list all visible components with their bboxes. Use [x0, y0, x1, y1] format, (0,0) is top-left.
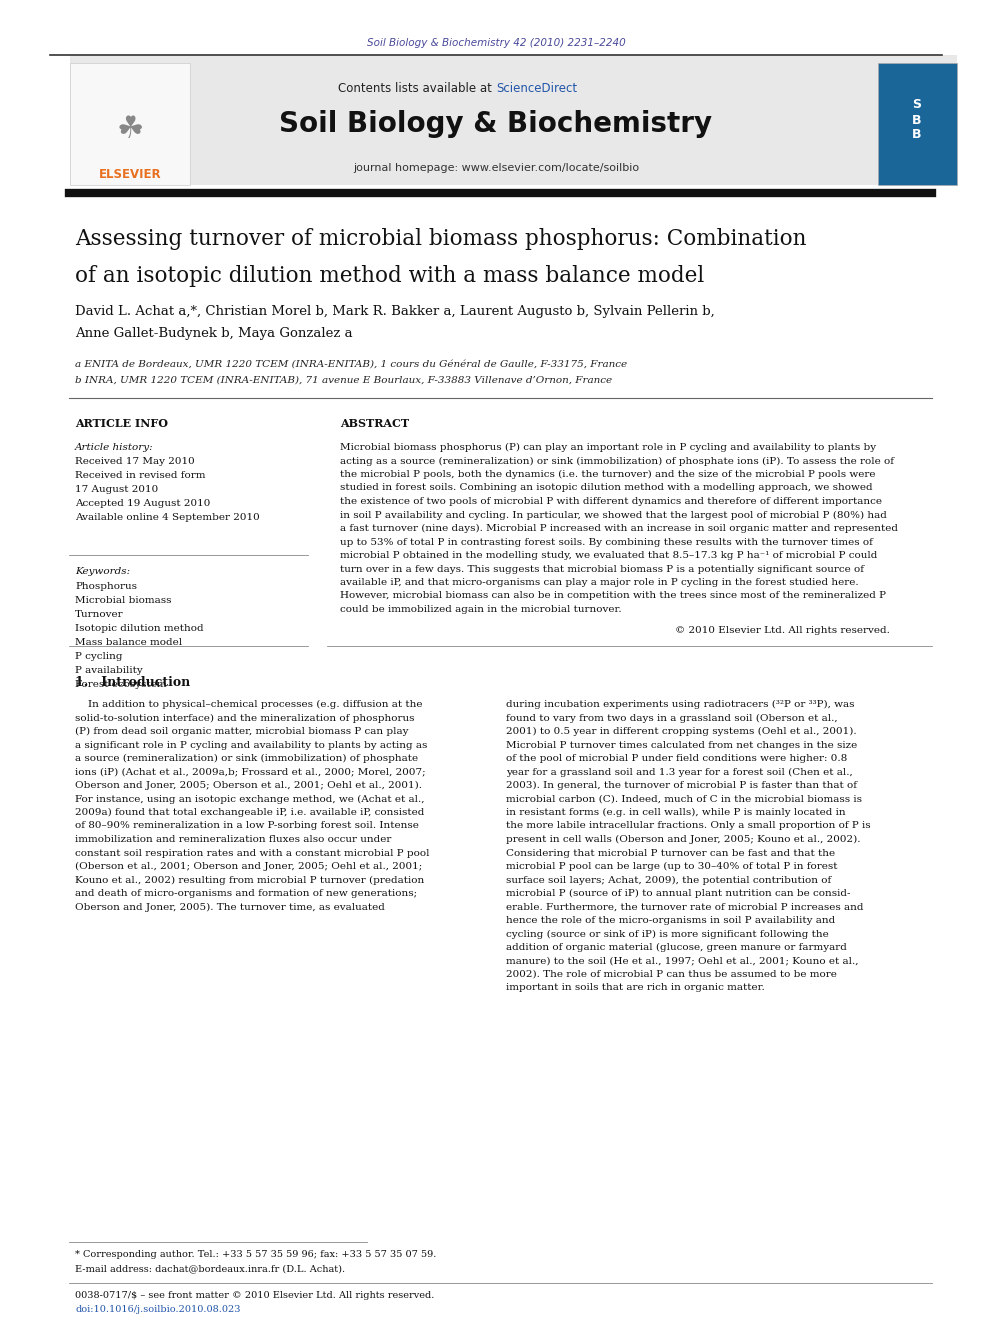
Text: doi:10.1016/j.soilbio.2010.08.023: doi:10.1016/j.soilbio.2010.08.023 — [75, 1304, 240, 1314]
Text: Mass balance model: Mass balance model — [75, 638, 183, 647]
Text: in soil P availability and cycling. In particular, we showed that the largest po: in soil P availability and cycling. In p… — [340, 511, 887, 520]
Text: turn over in a few days. This suggests that microbial biomass P is a potentially: turn over in a few days. This suggests t… — [340, 565, 864, 573]
Text: microbial P (source of iP) to annual plant nutrition can be consid-: microbial P (source of iP) to annual pla… — [506, 889, 850, 898]
Text: found to vary from two days in a grassland soil (Oberson et al.,: found to vary from two days in a grassla… — [506, 713, 837, 722]
Text: ☘: ☘ — [116, 115, 144, 144]
Text: Oberson and Joner, 2005). The turnover time, as evaluated: Oberson and Joner, 2005). The turnover t… — [75, 902, 385, 912]
Text: 2002). The role of microbial P can thus be assumed to be more: 2002). The role of microbial P can thus … — [506, 970, 837, 979]
Text: Keywords:: Keywords: — [75, 568, 130, 576]
Text: the existence of two pools of microbial P with different dynamics and therefore : the existence of two pools of microbial … — [340, 497, 882, 505]
Text: of the pool of microbial P under field conditions were higher: 0.8: of the pool of microbial P under field c… — [506, 754, 847, 763]
Bar — [70, 64, 190, 185]
Text: ELSEVIER: ELSEVIER — [98, 168, 162, 181]
Text: ions (iP) (Achat et al., 2009a,b; Frossard et al., 2000; Morel, 2007;: ions (iP) (Achat et al., 2009a,b; Frossa… — [75, 767, 426, 777]
Text: a significant role in P cycling and availability to plants by acting as: a significant role in P cycling and avai… — [75, 741, 428, 750]
Text: ARTICLE INFO: ARTICLE INFO — [75, 418, 168, 429]
Text: microbial P pool can be large (up to 30–40% of total P in forest: microbial P pool can be large (up to 30–… — [506, 863, 837, 871]
Text: Considering that microbial P turnover can be fast and that the: Considering that microbial P turnover ca… — [506, 848, 835, 857]
Text: studied in forest soils. Combining an isotopic dilution method with a modelling : studied in forest soils. Combining an is… — [340, 483, 873, 492]
Text: hence the role of the micro-organisms in soil P availability and: hence the role of the micro-organisms in… — [506, 916, 835, 925]
Text: could be immobilized again in the microbial turnover.: could be immobilized again in the microb… — [340, 605, 622, 614]
Text: Microbial biomass phosphorus (P) can play an important role in P cycling and ava: Microbial biomass phosphorus (P) can pla… — [340, 443, 876, 452]
Text: P availability: P availability — [75, 665, 143, 675]
Text: Forest ecosystem: Forest ecosystem — [75, 680, 167, 689]
Text: Assessing turnover of microbial biomass phosphorus: Combination: Assessing turnover of microbial biomass … — [75, 228, 806, 250]
Text: acting as a source (remineralization) or sink (immobilization) of phosphate ions: acting as a source (remineralization) or… — [340, 456, 894, 466]
Text: Oberson and Joner, 2005; Oberson et al., 2001; Oehl et al., 2001).: Oberson and Joner, 2005; Oberson et al.,… — [75, 781, 422, 790]
Text: and death of micro-organisms and formation of new generations;: and death of micro-organisms and formati… — [75, 889, 417, 898]
Text: 1.   Introduction: 1. Introduction — [75, 676, 190, 689]
Text: Soil Biology & Biochemistry: Soil Biology & Biochemistry — [280, 110, 712, 138]
Text: present in cell walls (Oberson and Joner, 2005; Kouno et al., 2002).: present in cell walls (Oberson and Joner… — [506, 835, 860, 844]
Text: Anne Gallet-Budynek b, Maya Gonzalez a: Anne Gallet-Budynek b, Maya Gonzalez a — [75, 327, 352, 340]
Text: surface soil layers; Achat, 2009), the potential contribution of: surface soil layers; Achat, 2009), the p… — [506, 876, 831, 885]
Text: b INRA, UMR 1220 TCEM (INRA-ENITAB), 71 avenue E Bourlaux, F-33883 Villenave d’O: b INRA, UMR 1220 TCEM (INRA-ENITAB), 71 … — [75, 376, 612, 385]
Text: a fast turnover (nine days). Microbial P increased with an increase in soil orga: a fast turnover (nine days). Microbial P… — [340, 524, 898, 533]
Text: manure) to the soil (He et al., 1997; Oehl et al., 2001; Kouno et al.,: manure) to the soil (He et al., 1997; Oe… — [506, 957, 858, 966]
Text: 2003). In general, the turnover of microbial P is faster than that of: 2003). In general, the turnover of micro… — [506, 781, 857, 790]
Text: the more labile intracellular fractions. Only a small proportion of P is: the more labile intracellular fractions.… — [506, 822, 871, 831]
Text: In addition to physical–chemical processes (e.g. diffusion at the: In addition to physical–chemical process… — [75, 700, 423, 709]
Text: of an isotopic dilution method with a mass balance model: of an isotopic dilution method with a ma… — [75, 265, 704, 287]
Text: in resistant forms (e.g. in cell walls), while P is mainly located in: in resistant forms (e.g. in cell walls),… — [506, 808, 845, 818]
Text: a ENITA de Bordeaux, UMR 1220 TCEM (INRA-ENITAB), 1 cours du Général de Gaulle, : a ENITA de Bordeaux, UMR 1220 TCEM (INRA… — [75, 360, 627, 369]
Text: E-mail address: dachat@bordeaux.inra.fr (D.L. Achat).: E-mail address: dachat@bordeaux.inra.fr … — [75, 1263, 345, 1273]
Text: constant soil respiration rates and with a constant microbial P pool: constant soil respiration rates and with… — [75, 848, 430, 857]
Text: cycling (source or sink of iP) is more significant following the: cycling (source or sink of iP) is more s… — [506, 930, 828, 938]
Text: journal homepage: www.elsevier.com/locate/soilbio: journal homepage: www.elsevier.com/locat… — [353, 163, 639, 173]
Text: For instance, using an isotopic exchange method, we (Achat et al.,: For instance, using an isotopic exchange… — [75, 795, 425, 803]
Text: Received in revised form: Received in revised form — [75, 471, 205, 480]
Text: immobilization and remineralization fluxes also occur under: immobilization and remineralization flux… — [75, 835, 392, 844]
Text: David L. Achat a,*, Christian Morel b, Mark R. Bakker a, Laurent Augusto b, Sylv: David L. Achat a,*, Christian Morel b, M… — [75, 306, 715, 318]
Text: Microbial P turnover times calculated from net changes in the size: Microbial P turnover times calculated fr… — [506, 741, 857, 750]
Text: (Oberson et al., 2001; Oberson and Joner, 2005; Oehl et al., 2001;: (Oberson et al., 2001; Oberson and Joner… — [75, 863, 423, 871]
Text: erable. Furthermore, the turnover rate of microbial P increases and: erable. Furthermore, the turnover rate o… — [506, 902, 863, 912]
Text: Received 17 May 2010: Received 17 May 2010 — [75, 456, 194, 466]
Text: (P) from dead soil organic matter, microbial biomass P can play: (P) from dead soil organic matter, micro… — [75, 728, 409, 736]
Text: available iP, and that micro-organisms can play a major role in P cycling in the: available iP, and that micro-organisms c… — [340, 578, 859, 587]
Text: Kouno et al., 2002) resulting from microbial P turnover (predation: Kouno et al., 2002) resulting from micro… — [75, 876, 425, 885]
Text: Phosphorus: Phosphorus — [75, 582, 137, 591]
Text: Soil Biology & Biochemistry 42 (2010) 2231–2240: Soil Biology & Biochemistry 42 (2010) 22… — [367, 38, 625, 48]
Text: 17 August 2010: 17 August 2010 — [75, 486, 159, 493]
Text: Available online 4 September 2010: Available online 4 September 2010 — [75, 513, 260, 523]
Text: Turnover: Turnover — [75, 610, 124, 619]
Text: solid-to-solution interface) and the mineralization of phosphorus: solid-to-solution interface) and the min… — [75, 713, 415, 722]
Text: 0038-0717/$ – see front matter © 2010 Elsevier Ltd. All rights reserved.: 0038-0717/$ – see front matter © 2010 El… — [75, 1291, 434, 1301]
Text: However, microbial biomass can also be in competition with the trees since most : However, microbial biomass can also be i… — [340, 591, 886, 601]
Text: important in soils that are rich in organic matter.: important in soils that are rich in orga… — [506, 983, 765, 992]
Text: during incubation experiments using radiotracers (³²P or ³³P), was: during incubation experiments using radi… — [506, 700, 854, 709]
Text: Contents lists available at: Contents lists available at — [338, 82, 496, 95]
Text: 2001) to 0.5 year in different cropping systems (Oehl et al., 2001).: 2001) to 0.5 year in different cropping … — [506, 728, 857, 736]
Text: Accepted 19 August 2010: Accepted 19 August 2010 — [75, 499, 210, 508]
Text: Article history:: Article history: — [75, 443, 154, 452]
Text: 2009a) found that total exchangeable iP, i.e. available iP, consisted: 2009a) found that total exchangeable iP,… — [75, 808, 425, 818]
Text: © 2010 Elsevier Ltd. All rights reserved.: © 2010 Elsevier Ltd. All rights reserved… — [676, 626, 890, 635]
Bar — [70, 56, 957, 185]
Text: the microbial P pools, both the dynamics (i.e. the turnover) and the size of the: the microbial P pools, both the dynamics… — [340, 470, 876, 479]
Text: ScienceDirect: ScienceDirect — [496, 82, 577, 95]
Text: of 80–90% remineralization in a low P-sorbing forest soil. Intense: of 80–90% remineralization in a low P-so… — [75, 822, 419, 831]
Text: P cycling: P cycling — [75, 652, 122, 662]
Text: S
B
B: S B B — [913, 98, 922, 142]
Text: Isotopic dilution method: Isotopic dilution method — [75, 624, 203, 632]
Bar — [878, 64, 957, 185]
Text: a source (remineralization) or sink (immobilization) of phosphate: a source (remineralization) or sink (imm… — [75, 754, 418, 763]
Text: microbial P obtained in the modelling study, we evaluated that 8.5–17.3 kg P ha⁻: microbial P obtained in the modelling st… — [340, 550, 877, 560]
Text: up to 53% of total P in contrasting forest soils. By combining these results wit: up to 53% of total P in contrasting fore… — [340, 537, 873, 546]
Text: addition of organic material (glucose, green manure or farmyard: addition of organic material (glucose, g… — [506, 943, 847, 953]
Text: microbial carbon (C). Indeed, much of C in the microbial biomass is: microbial carbon (C). Indeed, much of C … — [506, 795, 862, 803]
Text: ABSTRACT: ABSTRACT — [340, 418, 409, 429]
Text: year for a grassland soil and 1.3 year for a forest soil (Chen et al.,: year for a grassland soil and 1.3 year f… — [506, 767, 853, 777]
Text: Microbial biomass: Microbial biomass — [75, 595, 172, 605]
Text: * Corresponding author. Tel.: +33 5 57 35 59 96; fax: +33 5 57 35 07 59.: * Corresponding author. Tel.: +33 5 57 3… — [75, 1250, 436, 1259]
